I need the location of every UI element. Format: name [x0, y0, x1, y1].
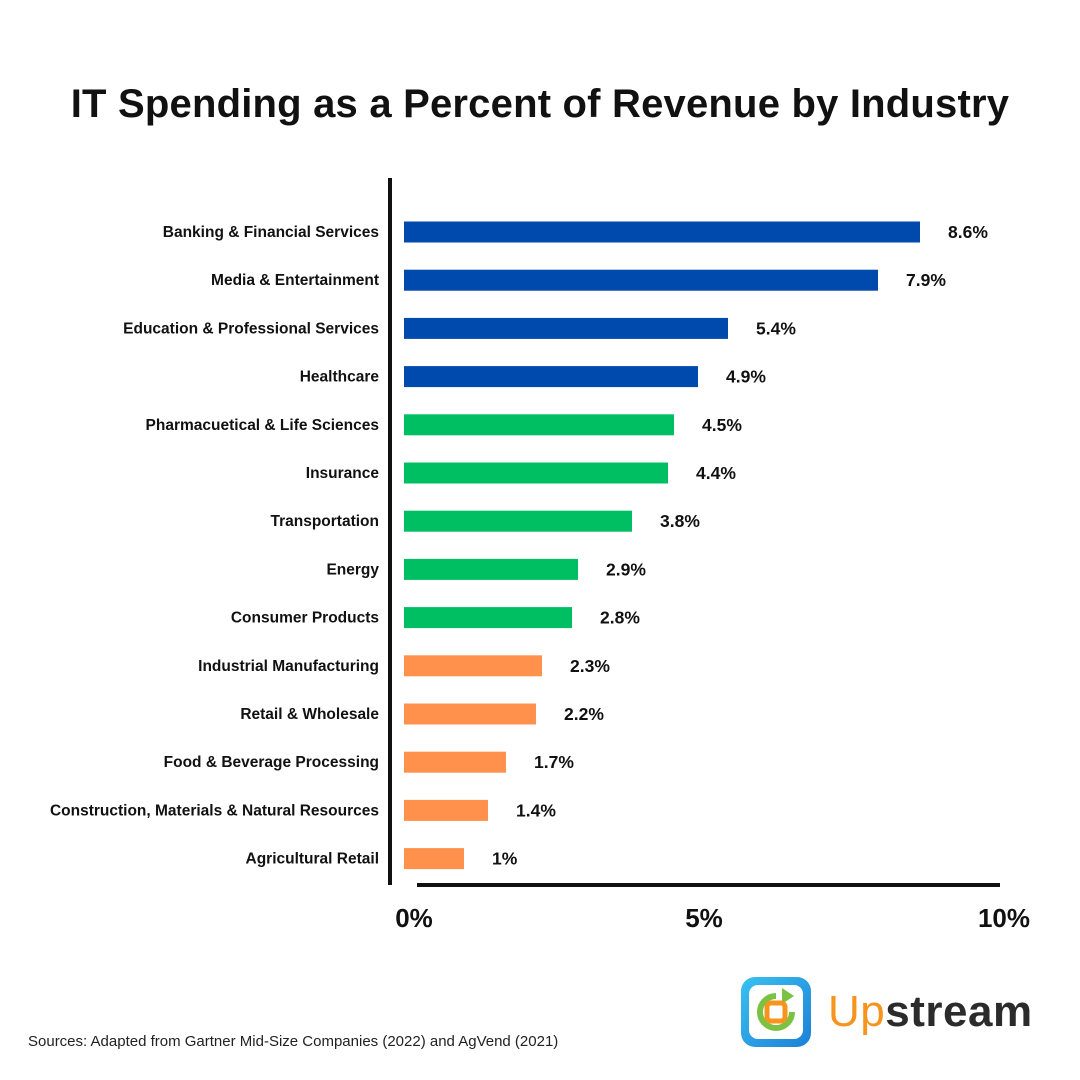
upstream-logo-wordmark: Upstream — [828, 987, 1033, 1037]
value-label: 5.4% — [756, 318, 796, 338]
category-label: Insurance — [306, 465, 380, 482]
category-label: Construction, Materials & Natural Resour… — [50, 802, 379, 819]
bar — [404, 414, 674, 436]
bar — [404, 848, 464, 870]
bar — [404, 221, 920, 243]
bar — [404, 607, 572, 629]
value-label: 2.3% — [570, 656, 610, 676]
bar — [404, 799, 488, 821]
value-label: 1.4% — [516, 800, 556, 820]
source-note: Sources: Adapted from Gartner Mid-Size C… — [28, 1033, 559, 1050]
value-label: 1.7% — [534, 752, 574, 772]
x-tick-label: 0% — [395, 903, 433, 933]
category-label: Agricultural Retail — [246, 851, 380, 868]
value-label: 1% — [492, 849, 518, 869]
value-label: 2.8% — [600, 608, 640, 628]
value-label: 3.8% — [660, 511, 700, 531]
logo-word-up: Up — [828, 987, 886, 1036]
category-label: Food & Beverage Processing — [164, 754, 379, 771]
category-label: Retail & Wholesale — [240, 706, 379, 723]
category-label: Media & Entertainment — [211, 272, 379, 289]
logo-word-stream: stream — [885, 987, 1033, 1036]
value-label: 8.6% — [948, 222, 988, 242]
chart-title: IT Spending as a Percent of Revenue by I… — [70, 82, 1010, 126]
value-label: 2.2% — [564, 704, 604, 724]
category-label: Education & Professional Services — [123, 320, 379, 337]
bar — [404, 703, 536, 725]
bar — [404, 366, 698, 388]
category-label: Banking & Financial Services — [163, 224, 379, 241]
bar — [404, 269, 878, 291]
bar — [404, 751, 506, 773]
bar — [404, 510, 632, 532]
value-label: 4.4% — [696, 463, 736, 483]
x-tick-label: 5% — [685, 903, 723, 933]
category-label: Consumer Products — [231, 610, 379, 627]
bar — [404, 317, 728, 339]
value-label: 7.9% — [906, 270, 946, 290]
category-label: Pharmacuetical & Life Sciences — [146, 417, 379, 434]
bar — [404, 655, 542, 677]
value-label: 4.9% — [726, 367, 766, 387]
category-label: Healthcare — [300, 369, 380, 386]
value-label: 2.9% — [606, 559, 646, 579]
value-label: 4.5% — [702, 415, 742, 435]
category-label: Energy — [326, 561, 379, 578]
category-label: Transportation — [270, 513, 379, 530]
bar — [404, 462, 668, 484]
upstream-logo: Upstream — [738, 975, 1033, 1049]
bar — [404, 558, 578, 580]
category-label: Industrial Manufacturing — [198, 658, 379, 675]
x-tick-label: 10% — [978, 903, 1030, 933]
upstream-logo-icon — [741, 977, 811, 1047]
